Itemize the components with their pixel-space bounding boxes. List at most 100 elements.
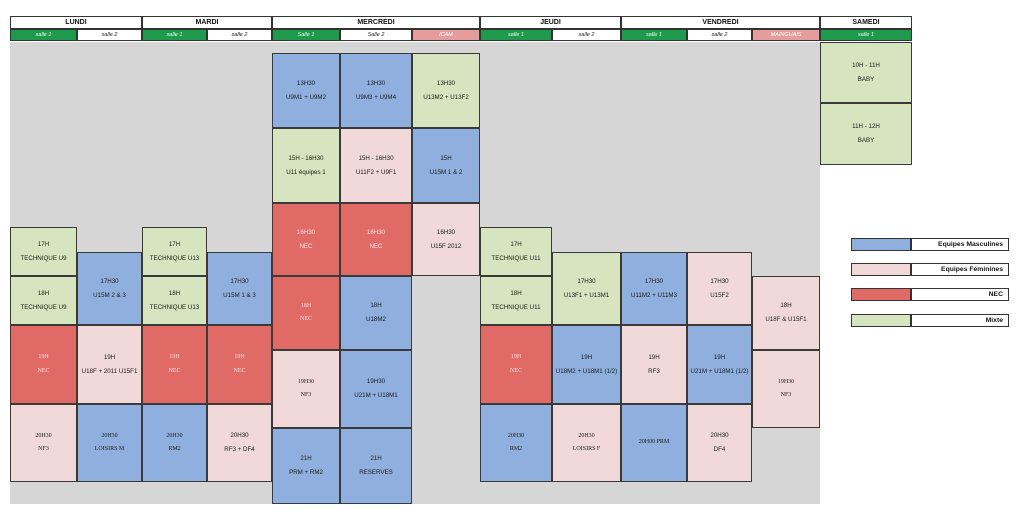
slot-team: U15M 1 & 3: [223, 291, 256, 299]
slot-team: NEC: [233, 367, 246, 374]
slot-time: 17H: [510, 240, 522, 248]
schedule-slot[interactable]: 20H30 LOISIRS M: [77, 404, 142, 482]
schedule-slot[interactable]: 18H TECHNIQUE U13: [142, 276, 207, 325]
slot-time: 20H30: [507, 432, 525, 439]
slot-time: 18H: [168, 289, 181, 297]
schedule-slot[interactable]: 19H NEC: [480, 325, 552, 404]
slot-time: 17H30: [230, 277, 249, 285]
room-header: Salle 1: [272, 29, 340, 41]
schedule-slot[interactable]: 19H U18F + 2011 U15F1: [77, 325, 142, 404]
schedule-slot[interactable]: 13H30 U9M3 + U9M4: [340, 53, 412, 128]
schedule-slot[interactable]: 17H TECHNIQUE U9: [10, 227, 77, 276]
slot-team: U15M 1 & 2: [429, 168, 463, 176]
slot-time: 13H30: [366, 79, 386, 87]
slot-team: U18M2 + U18M1 (1/2): [555, 367, 618, 375]
schedule-slot[interactable]: 17H30 U15M 2 & 3: [77, 252, 142, 325]
schedule-slot[interactable]: 17H TECHNIQUE U11: [480, 227, 552, 276]
slot-team: U15F 2012: [430, 242, 462, 250]
room-header: ICAM: [412, 29, 480, 41]
slot-time: 17H30: [644, 277, 664, 285]
schedule-slot[interactable]: 19H NEC: [10, 325, 77, 404]
schedule-slot[interactable]: 20H30 RM2: [142, 404, 207, 482]
slot-team: TECHNIQUE U9: [20, 303, 67, 311]
schedule-slot[interactable]: 10H - 11H BABY: [820, 42, 912, 103]
day-header-vendredi: VENDREDI: [621, 16, 820, 29]
room-header: salle 2: [687, 29, 752, 41]
schedule-slot[interactable]: 19H NEC: [207, 325, 272, 404]
slot-time: 20H00 PRM: [638, 439, 670, 446]
slot-time: 15H - 16H30: [358, 154, 394, 162]
schedule-slot[interactable]: 13H30 U13M2 + U13F2: [412, 53, 480, 128]
schedule-slot[interactable]: 18H TECHNIQUE U11: [480, 276, 552, 325]
schedule-slot[interactable]: 18H TECHNIQUE U9: [10, 276, 77, 325]
schedule-slot[interactable]: 19H NEC: [142, 325, 207, 404]
schedule-slot[interactable]: 20H30 RF3 + DF4: [207, 404, 272, 482]
schedule-slot[interactable]: 18H U18F & U15F1: [752, 276, 820, 350]
slot-team: U9M1 + U9M2: [285, 93, 327, 101]
schedule-slot[interactable]: 20H30 NF3: [10, 404, 77, 482]
slot-team: U15M 2 & 3: [93, 291, 126, 299]
schedule-slot[interactable]: 18H NEC: [272, 276, 340, 350]
schedule-slot[interactable]: 13H30 U9M1 + U9M2: [272, 53, 340, 128]
room-header: salle 2: [207, 29, 272, 41]
slot-time: 19H30: [777, 378, 795, 385]
slot-time: 10H - 11H: [852, 61, 880, 69]
schedule-slot[interactable]: 15H U15M 1 & 2: [412, 128, 480, 203]
slot-time: 13H30: [436, 79, 456, 87]
slot-team: U18M2: [366, 316, 386, 323]
slot-team: NEC: [37, 367, 50, 374]
slot-time: 16H30: [366, 228, 386, 236]
schedule-slot[interactable]: 17H30 U15F2: [687, 252, 752, 325]
slot-time: 20H30: [710, 432, 729, 440]
slot-team: NF3: [780, 392, 792, 398]
slot-team: U21M + U18M1 (1/2): [690, 367, 749, 375]
schedule-slot[interactable]: 18H U18M2: [340, 276, 412, 350]
schedule-slot[interactable]: 15H - 16H30 U11F2 + U9F1: [340, 128, 412, 203]
slot-team: NF3: [300, 392, 312, 398]
room-header: salle 1: [621, 29, 687, 41]
slot-team: U11M2 + U11M3: [630, 291, 678, 299]
schedule-slot[interactable]: 19H U18M2 + U18M1 (1/2): [552, 325, 621, 404]
schedule-slot[interactable]: 20H30 RM2: [480, 404, 552, 482]
schedule-slot[interactable]: 21H RESERVES: [340, 428, 412, 504]
slot-time: 19H30: [297, 378, 315, 385]
slot-time: 20H30: [35, 432, 52, 439]
day-header-lundi: LUNDI: [10, 16, 142, 29]
schedule-slot[interactable]: 17H TECHNIQUE U13: [142, 227, 207, 276]
schedule-slot[interactable]: 15H - 16H30 U11 équipes 1: [272, 128, 340, 203]
schedule-slot[interactable]: 16H30 NEC: [340, 203, 412, 276]
slot-time: 20H30: [166, 432, 183, 439]
slot-team: BABY: [857, 75, 875, 83]
schedule-slot[interactable]: 17H30 U13F1 + U13M1: [552, 252, 621, 325]
schedule-slot[interactable]: 19H30 U21M + U18M1: [340, 350, 412, 428]
schedule-slot[interactable]: 16H30 NEC: [272, 203, 340, 276]
slot-time: 19H: [169, 354, 180, 360]
schedule-slot[interactable]: 16H30 U15F 2012: [412, 203, 480, 276]
slot-team: NEC: [300, 316, 312, 322]
slot-team: TECHNIQUE U11: [491, 303, 541, 311]
schedule-slot[interactable]: 17H30 U11M2 + U11M3: [621, 252, 687, 325]
slot-time: 16H30: [436, 228, 456, 236]
schedule-slot[interactable]: 17H30 U15M 1 & 3: [207, 252, 272, 325]
schedule-slot[interactable]: 21H PRM + RM2: [272, 428, 340, 504]
slot-time: 15H: [440, 154, 452, 162]
slot-time: 18H: [37, 289, 50, 297]
slot-team: U13F1 + U13M1: [563, 291, 610, 299]
schedule-slot[interactable]: 20H30 LOISIRS F: [552, 404, 621, 482]
slot-time: 19H: [648, 353, 660, 361]
schedule-slot[interactable]: 20H30 DF4: [687, 404, 752, 482]
slot-time: 19H: [580, 353, 593, 361]
schedule-slot[interactable]: 20H00 PRM: [621, 404, 687, 482]
legend-swatch: [851, 263, 911, 276]
legend-swatch: [851, 288, 911, 301]
schedule-slot[interactable]: 19H30 NF3: [752, 350, 820, 428]
room-header: MAINGUAIS: [752, 29, 820, 41]
schedule-slot[interactable]: 11H - 12H BABY: [820, 103, 912, 165]
schedule-slot[interactable]: 19H30 NF3: [272, 350, 340, 428]
slot-time: 16H30: [296, 228, 316, 236]
schedule-slot[interactable]: 19H RF3: [621, 325, 687, 404]
legend-label: Equipes Féminines: [911, 263, 1009, 276]
schedule-slot[interactable]: 19H U21M + U18M1 (1/2): [687, 325, 752, 404]
slot-team: U9M3 + U9M4: [355, 93, 397, 101]
slot-time: 17H: [168, 240, 181, 248]
